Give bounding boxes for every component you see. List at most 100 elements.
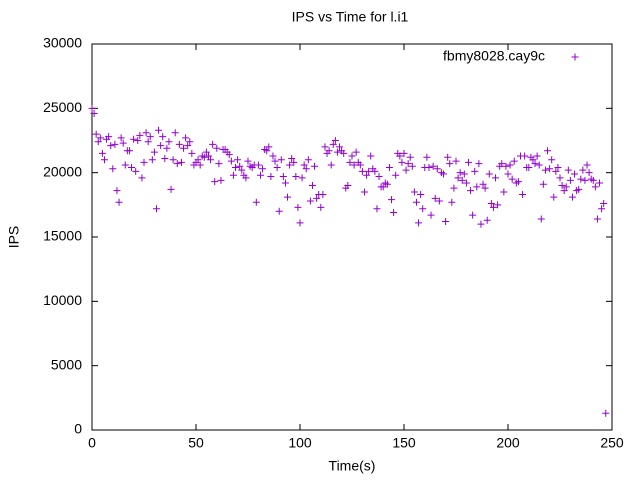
point bbox=[406, 153, 414, 161]
x-tick-label: 50 bbox=[188, 435, 204, 451]
point bbox=[383, 180, 391, 188]
point bbox=[308, 182, 316, 190]
point bbox=[298, 174, 306, 182]
point bbox=[356, 161, 364, 169]
point bbox=[577, 175, 585, 183]
x-tick-label: 100 bbox=[288, 435, 312, 451]
point bbox=[371, 167, 379, 175]
point bbox=[537, 215, 545, 223]
point bbox=[554, 164, 562, 172]
point bbox=[454, 174, 462, 182]
point bbox=[392, 171, 400, 179]
point bbox=[304, 156, 312, 164]
point bbox=[132, 167, 140, 175]
point bbox=[450, 184, 458, 192]
point bbox=[602, 409, 610, 417]
point bbox=[227, 157, 235, 165]
point bbox=[440, 170, 448, 178]
point bbox=[489, 203, 497, 211]
point bbox=[146, 133, 154, 141]
point bbox=[429, 162, 437, 170]
point bbox=[344, 182, 352, 190]
point bbox=[236, 162, 244, 170]
point bbox=[325, 147, 333, 155]
point bbox=[596, 179, 604, 187]
point bbox=[284, 193, 292, 201]
point bbox=[182, 134, 190, 142]
point bbox=[94, 138, 102, 146]
point bbox=[560, 187, 568, 195]
point bbox=[485, 170, 493, 178]
point bbox=[167, 185, 175, 193]
point bbox=[550, 193, 558, 201]
point bbox=[171, 129, 179, 137]
point bbox=[115, 198, 123, 206]
point bbox=[400, 149, 408, 157]
point bbox=[396, 152, 404, 160]
y-tick-label: 10000 bbox=[43, 292, 82, 308]
point bbox=[417, 191, 425, 199]
legend-marker bbox=[571, 53, 579, 61]
point bbox=[593, 215, 601, 223]
point bbox=[589, 176, 597, 184]
point bbox=[150, 148, 158, 156]
point bbox=[329, 140, 337, 148]
point bbox=[481, 184, 489, 192]
point bbox=[425, 164, 433, 172]
point bbox=[340, 149, 348, 157]
point bbox=[529, 156, 537, 164]
point bbox=[107, 142, 115, 150]
point bbox=[267, 173, 275, 181]
point bbox=[498, 160, 506, 168]
point bbox=[225, 151, 233, 159]
point bbox=[105, 133, 113, 141]
point bbox=[130, 135, 138, 143]
point bbox=[373, 205, 381, 213]
point bbox=[125, 147, 133, 155]
point bbox=[423, 153, 431, 161]
point bbox=[548, 156, 556, 164]
point bbox=[346, 158, 354, 166]
point bbox=[211, 178, 219, 186]
point bbox=[448, 198, 456, 206]
point bbox=[385, 164, 393, 172]
point bbox=[598, 205, 606, 213]
point bbox=[600, 200, 608, 208]
point bbox=[311, 162, 319, 170]
point bbox=[510, 157, 518, 165]
point bbox=[500, 188, 508, 196]
point bbox=[379, 183, 387, 191]
point bbox=[159, 133, 167, 141]
point bbox=[575, 185, 583, 193]
point bbox=[435, 197, 443, 205]
point bbox=[88, 104, 96, 112]
point bbox=[508, 175, 516, 183]
point bbox=[161, 155, 169, 163]
point bbox=[204, 152, 212, 160]
y-tick-label: 25000 bbox=[43, 99, 82, 115]
point bbox=[483, 216, 491, 224]
point bbox=[367, 152, 375, 160]
point bbox=[452, 157, 460, 165]
point bbox=[469, 211, 477, 219]
point bbox=[152, 205, 160, 213]
point bbox=[113, 187, 121, 195]
point bbox=[196, 161, 204, 169]
point bbox=[186, 138, 194, 146]
point bbox=[300, 161, 308, 169]
point bbox=[458, 176, 466, 184]
x-tick-label: 200 bbox=[496, 435, 520, 451]
point bbox=[456, 169, 464, 177]
point bbox=[464, 158, 472, 166]
point bbox=[444, 153, 452, 161]
point bbox=[365, 167, 373, 175]
point bbox=[234, 156, 242, 164]
point bbox=[256, 171, 264, 179]
y-axis-label: IPS bbox=[6, 226, 22, 249]
point bbox=[242, 174, 250, 182]
point bbox=[327, 161, 335, 169]
point bbox=[535, 161, 543, 169]
point bbox=[492, 174, 500, 182]
